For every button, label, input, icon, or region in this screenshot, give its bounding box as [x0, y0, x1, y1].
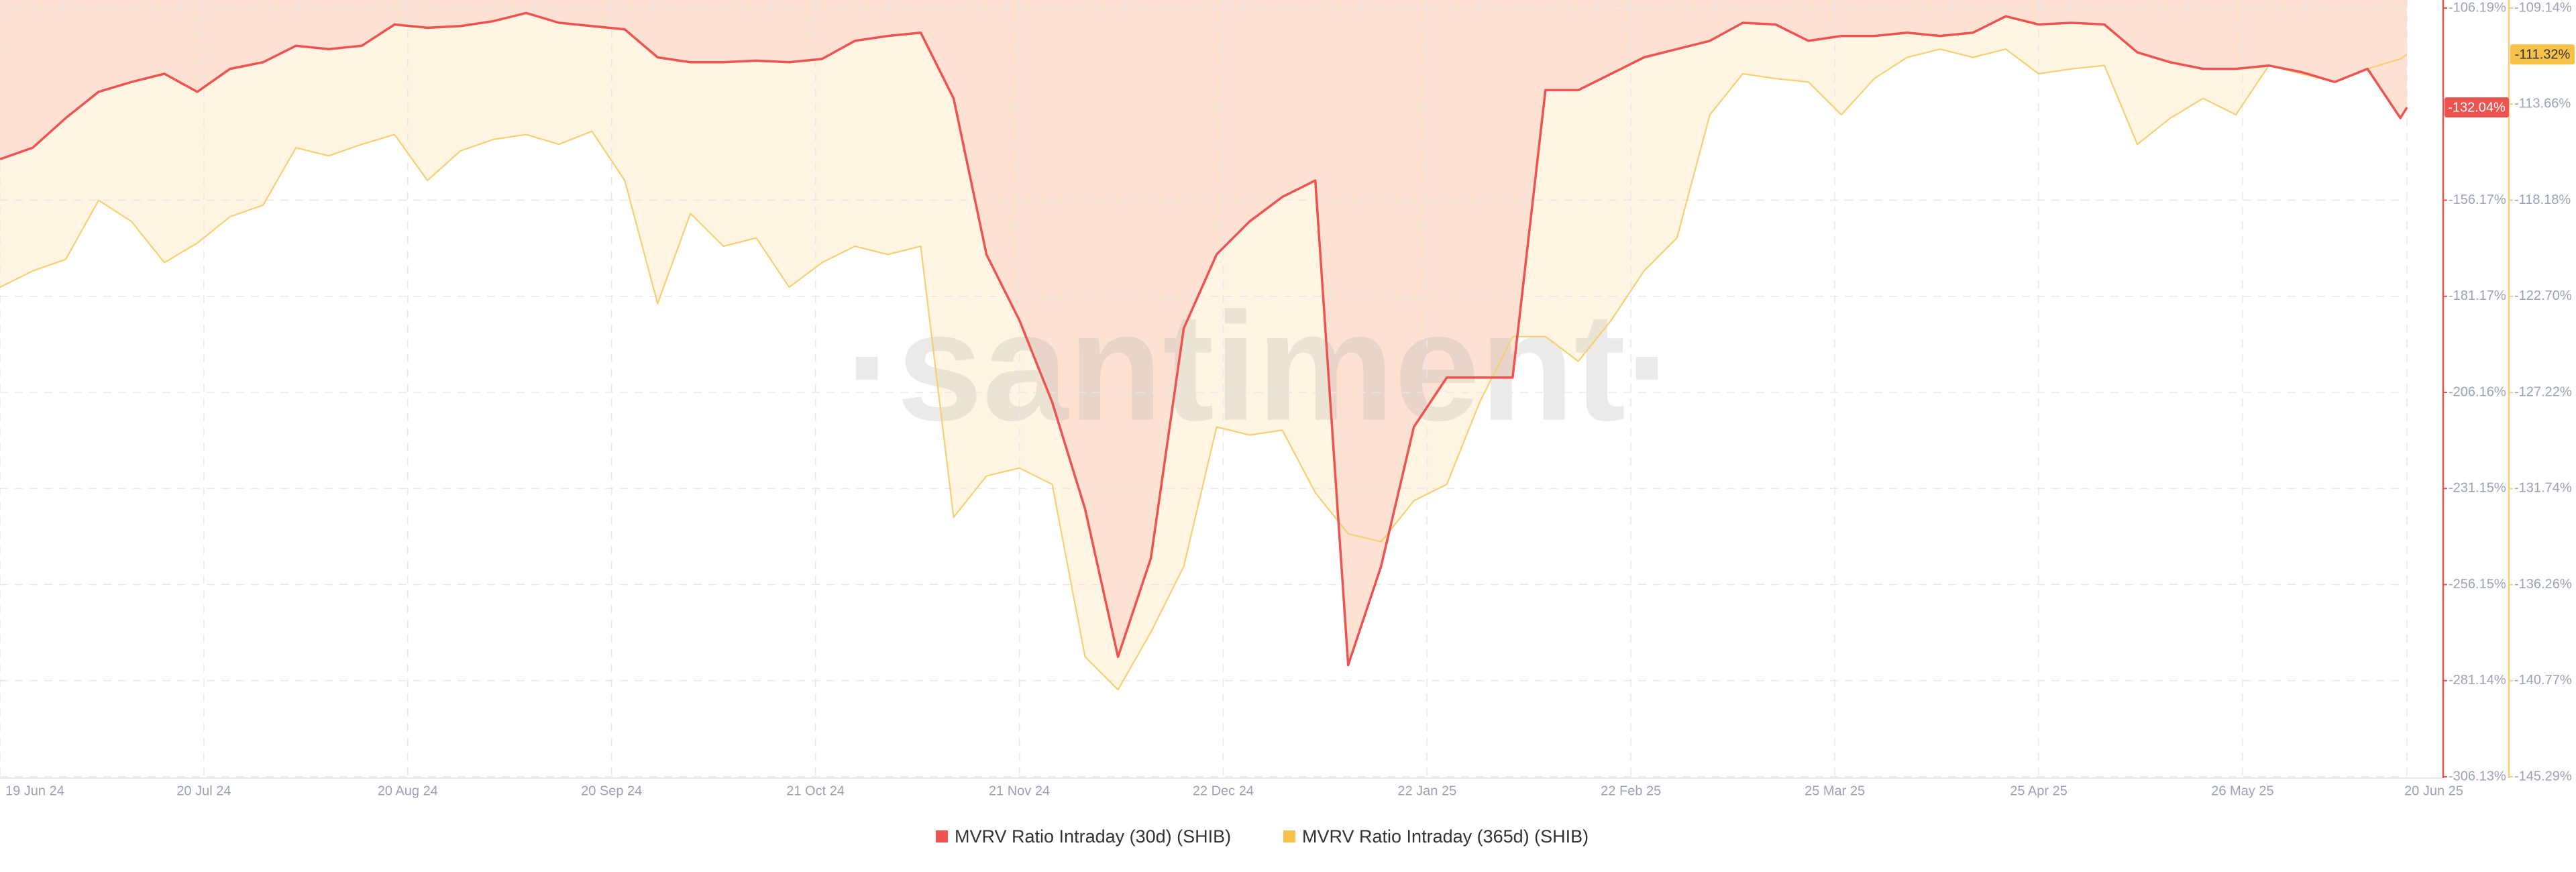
x-tick-label: 22 Feb 25 [1601, 783, 1661, 798]
y-tick-label: -109.14% [2514, 0, 2572, 15]
last-value-label: -132.04% [2448, 100, 2506, 115]
y-tick-label: -231.15% [2449, 481, 2506, 496]
y-tick-label: -127.22% [2514, 384, 2572, 399]
x-tick-label: 20 Aug 24 [378, 783, 438, 798]
x-tick-label: 19 Jun 24 [5, 783, 64, 798]
y-tick-label: -145.29% [2514, 769, 2572, 783]
y-tick-label: -256.15% [2449, 577, 2506, 592]
x-tick-label: 21 Nov 24 [989, 783, 1050, 798]
x-tick-label: 22 Jan 25 [1397, 783, 1456, 798]
legend-swatch [1283, 830, 1295, 842]
last-value-flag [2510, 44, 2575, 65]
line [0, 48, 2408, 691]
y-tick-label: -113.66% [2514, 97, 2571, 111]
y-tick-label: -306.13% [2449, 769, 2506, 783]
y-tick-label: -122.70% [2514, 288, 2572, 303]
last-value-label: -111.32% [2515, 47, 2571, 62]
y-tick-label: -131.74% [2514, 481, 2572, 496]
y-tick-label: -106.19% [2449, 0, 2506, 15]
line [0, 11, 2408, 667]
x-tick-label: 20 Sep 24 [581, 783, 642, 798]
x-tick-label: 25 Mar 25 [1805, 783, 1865, 798]
y-tick-label: -181.17% [2449, 288, 2506, 303]
y-tick-label: -140.77% [2514, 673, 2572, 688]
y-tick-label: -206.16% [2449, 384, 2506, 399]
x-tick-label: 26 May 25 [2211, 783, 2273, 798]
x-tick-label: 20 Jul 24 [176, 783, 231, 798]
legend: MVRV Ratio Intraday (30d) (SHIB) MVRV Rat… [936, 826, 1589, 847]
y-tick-label: -281.14% [2449, 673, 2506, 688]
watermark: ·santiment· [845, 280, 1677, 453]
x-tick-label: 20 Jun 25 [2404, 783, 2463, 798]
legend-label: MVRV Ratio Intraday (365d) (SHIB) [1302, 826, 1589, 847]
area [0, 0, 2407, 690]
y-tick-label: -136.26% [2514, 577, 2572, 592]
x-tick-label: 25 Apr 25 [2010, 783, 2068, 798]
last-value-flag [2445, 97, 2509, 118]
y-tick-label: -156.17% [2449, 193, 2506, 207]
x-tick-label: 21 Oct 24 [786, 783, 845, 798]
legend-swatch [936, 830, 948, 842]
y-tick-label: -118.18% [2514, 193, 2571, 207]
legend-label: MVRV Ratio Intraday (30d) (SHIB) [955, 826, 1231, 847]
x-tick-label: 22 Dec 24 [1193, 783, 1254, 798]
